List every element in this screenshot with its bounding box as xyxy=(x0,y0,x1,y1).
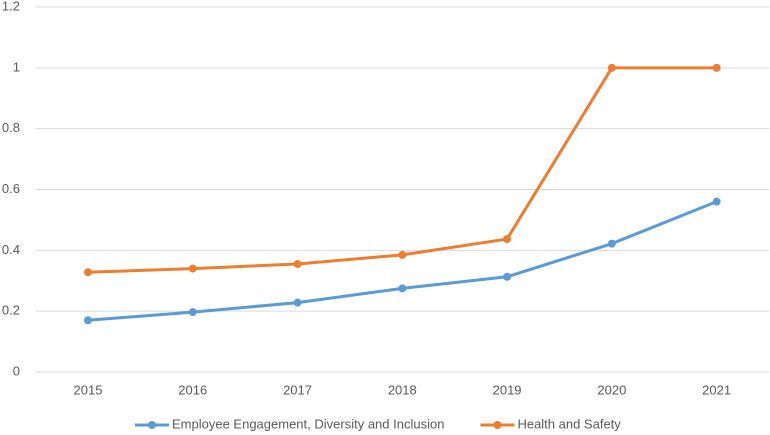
y-tick-label: 0.8 xyxy=(2,120,20,135)
legend-marker xyxy=(493,421,502,429)
point xyxy=(503,235,512,244)
point xyxy=(607,63,616,72)
y-tick-label: 1 xyxy=(13,59,20,74)
point xyxy=(503,272,512,281)
y-tick-label: 1.2 xyxy=(2,0,20,13)
point xyxy=(83,268,92,277)
x-tick-label: 2016 xyxy=(178,382,207,397)
point xyxy=(188,308,197,317)
point xyxy=(293,260,302,269)
y-tick-label: 0 xyxy=(13,363,20,378)
series-line xyxy=(87,66,717,274)
x-tick-label: 2015 xyxy=(74,382,103,397)
point xyxy=(293,298,302,307)
y-tick-label: 0.4 xyxy=(2,242,20,257)
series-line xyxy=(87,200,718,322)
y-tick-label: 0.6 xyxy=(2,181,20,196)
point xyxy=(712,63,721,72)
legend-label: Employee Engagement, Diversity and Inclu… xyxy=(172,416,444,431)
legend-label: Health and Safety xyxy=(517,416,621,431)
x-tick-label: 2018 xyxy=(388,382,417,397)
point xyxy=(398,284,407,293)
point xyxy=(398,250,407,259)
x-tick-label: 2017 xyxy=(283,382,312,397)
x-tick-label: 2019 xyxy=(493,382,522,397)
point xyxy=(607,239,616,248)
point xyxy=(712,197,721,206)
y-tick-label: 0.2 xyxy=(2,303,20,318)
x-tick-label: 2020 xyxy=(597,382,626,397)
point xyxy=(188,264,197,273)
legend-marker xyxy=(148,421,156,429)
point xyxy=(83,316,92,325)
x-tick-label: 2021 xyxy=(702,382,731,397)
